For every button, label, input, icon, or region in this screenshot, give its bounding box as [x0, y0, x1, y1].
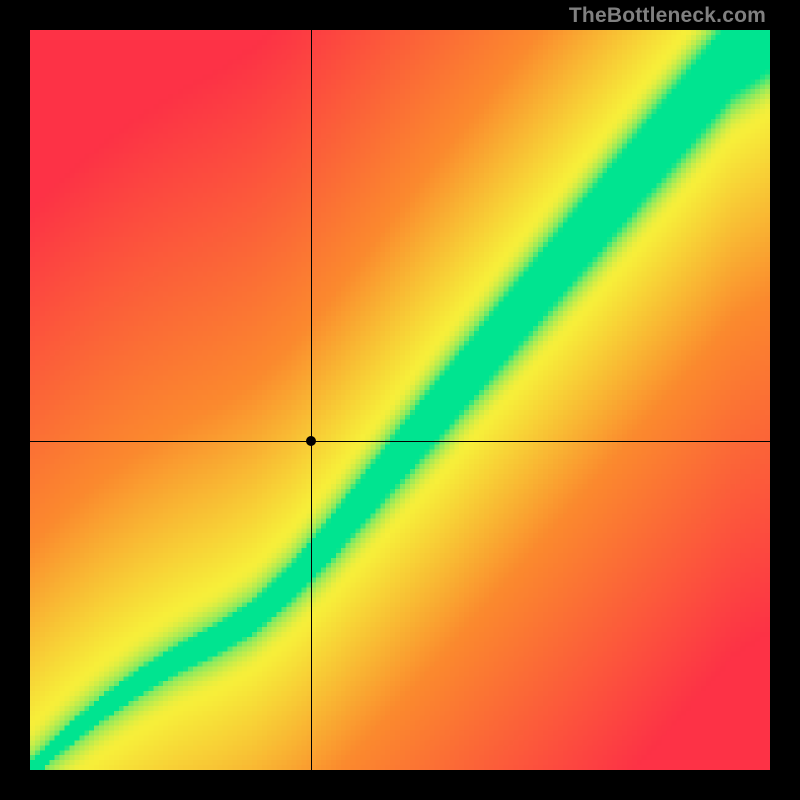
selected-point-marker [306, 436, 316, 446]
heatmap-plot [30, 30, 770, 770]
crosshair-horizontal [30, 441, 770, 442]
crosshair-vertical [311, 30, 312, 770]
chart-frame: TheBottleneck.com [0, 0, 800, 800]
heatmap-canvas [30, 30, 770, 770]
watermark-text: TheBottleneck.com [569, 4, 766, 28]
